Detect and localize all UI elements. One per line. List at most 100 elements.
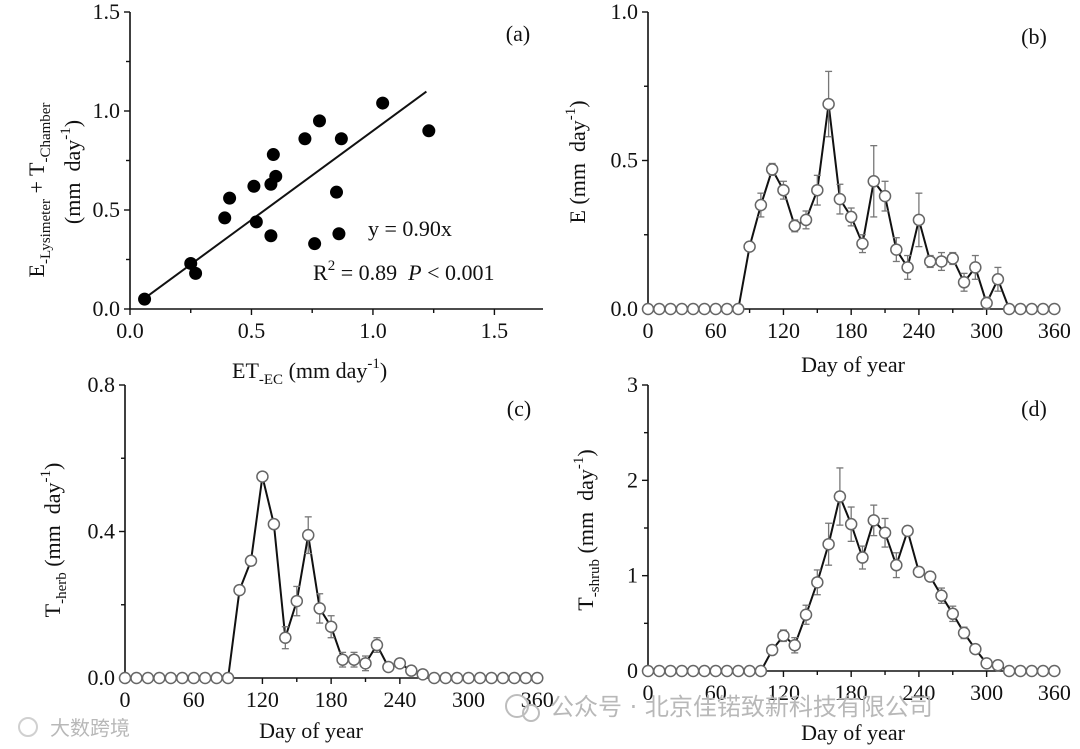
panel-a-r2: R2 = 0.89 P < 0.001 <box>313 258 494 285</box>
panel-c-xtick-label: 60 <box>183 687 205 712</box>
panel-b-point <box>878 189 892 203</box>
panel-a-ylabel-line2: (mm day-1) <box>58 120 85 224</box>
panel-c-point <box>485 671 498 685</box>
panel-d-point <box>732 664 745 678</box>
panel-d-point <box>743 664 756 678</box>
panel-b: 0 60 120 180 240 300 360 0.0 0.5 1.0 (b) Day of y… <box>563 0 1071 377</box>
panel-b-xtick-label: 60 <box>705 318 727 343</box>
panel-a-point <box>298 132 312 146</box>
panel-d-point <box>1002 664 1016 678</box>
panel-b-point <box>799 213 813 227</box>
panel-b-point <box>686 302 700 316</box>
panel-b-point <box>754 198 768 212</box>
panel-d-point <box>912 565 926 579</box>
panel-a-point <box>247 179 261 193</box>
panel-d-xtick-label: 240 <box>902 680 935 705</box>
panel-c-point <box>508 671 521 685</box>
panel-d-point <box>969 642 982 656</box>
panel-c-point <box>336 653 349 666</box>
panel-b-ytick-label: 0.0 <box>611 296 639 321</box>
panel-d: 0 60 120 180 240 300 360 0 1 2 3 (d) Day of year T… <box>571 372 1071 745</box>
panel-b-marks: 0 60 120 180 240 300 360 0.0 0.5 1.0 <box>611 0 1071 343</box>
panel-c-point <box>198 671 212 685</box>
panel-b-point <box>675 302 689 316</box>
panel-d-point <box>856 551 869 564</box>
panel-c-point <box>531 671 544 685</box>
panel-d-xtick-label: 300 <box>970 680 1003 705</box>
brand-logo-icon <box>18 717 38 737</box>
panel-d-ytick-label: 1 <box>627 563 638 588</box>
panel-c-point <box>290 594 304 608</box>
panel-b-point <box>777 183 790 197</box>
panel-a-xlabel: ET-EC (mm day-1) <box>232 356 387 388</box>
panel-c-point <box>141 671 155 685</box>
panel-b-point <box>991 273 1005 286</box>
panel-a-xtick-label: 1.0 <box>359 318 387 343</box>
panel-b-point <box>912 213 926 227</box>
panel-a-xtick-label: 0.5 <box>238 318 266 343</box>
panel-b-point <box>980 296 993 310</box>
panel-d-point <box>1014 664 1027 678</box>
panel-b-axes <box>647 12 1060 310</box>
panel-a-point <box>308 237 322 251</box>
panel-c-point <box>439 671 452 685</box>
panel-b-point <box>732 302 745 316</box>
panel-b-point <box>1025 302 1039 316</box>
panel-d-point <box>675 664 689 678</box>
panel-b-xtick-label: 300 <box>970 318 1003 343</box>
panel-b-ytick-label: 1.0 <box>611 0 639 24</box>
panel-b-point <box>856 237 869 250</box>
panel-b-point <box>844 210 858 224</box>
panel-b-point <box>641 302 655 316</box>
panel-d-point <box>833 490 847 503</box>
panel-b-xtick-label: 180 <box>835 318 868 343</box>
panel-a-ytick-label: 1.5 <box>93 0 121 24</box>
panel-a-point <box>223 191 237 205</box>
panel-a-point <box>312 114 326 128</box>
panel-c-point <box>256 470 269 483</box>
panel-a-point <box>218 211 232 225</box>
panel-b-xtick-label: 0 <box>643 318 654 343</box>
panel-b-point <box>664 302 677 316</box>
panel-c-point <box>267 517 281 531</box>
panel-c-point <box>496 671 510 685</box>
panel-b-point <box>957 276 971 289</box>
panel-c-ytick-label: 0.4 <box>88 519 116 544</box>
panel-c-point <box>233 583 246 597</box>
panel-b-point <box>1048 302 1061 316</box>
panel-d-point <box>1036 664 1050 678</box>
panel-d-point <box>788 639 801 652</box>
panel-a-point <box>330 185 343 199</box>
panel-c-point <box>279 631 292 644</box>
panel-d-ytick-label: 3 <box>627 372 638 397</box>
panel-c-point <box>382 660 395 674</box>
panel-a-point <box>269 169 283 183</box>
panel-d-point <box>844 517 858 531</box>
panel-b-xtick-label: 240 <box>902 318 935 343</box>
panel-b-xlabel: Day of year <box>801 352 906 377</box>
panel-b-ylabel: E (mm day-1) <box>563 100 590 223</box>
panel-b-point <box>923 255 937 268</box>
panel-c-point <box>519 671 533 685</box>
panel-c-point <box>221 671 235 685</box>
panel-b-point <box>1036 302 1050 316</box>
r2-letter: R <box>313 260 328 285</box>
p-value: < 0.001 <box>422 260 495 285</box>
panel-b-point <box>709 302 722 316</box>
panel-d-point <box>709 664 722 678</box>
panel-a-marks: 0.0 0.5 1.0 1.5 0.0 0.5 1.0 1.5 <box>93 0 543 343</box>
panel-b-point <box>833 192 847 206</box>
watermark: 公众号 · 北京佳锘致新科技有限公司 大数跨境 <box>18 693 933 740</box>
panel-d-point <box>901 524 914 538</box>
panel-d-point <box>946 607 960 621</box>
panel-c-point <box>244 554 258 568</box>
panel-d-point <box>754 664 768 678</box>
panel-d-point <box>867 514 881 527</box>
panel-b-label: (b) <box>1021 24 1047 49</box>
panel-c-series-line <box>125 476 538 679</box>
panel-b-point <box>935 255 948 268</box>
panel-c-ytick-label: 0.0 <box>88 665 116 690</box>
panel-a-equation: y = 0.90x <box>368 216 452 241</box>
panel-b-point <box>653 302 666 316</box>
